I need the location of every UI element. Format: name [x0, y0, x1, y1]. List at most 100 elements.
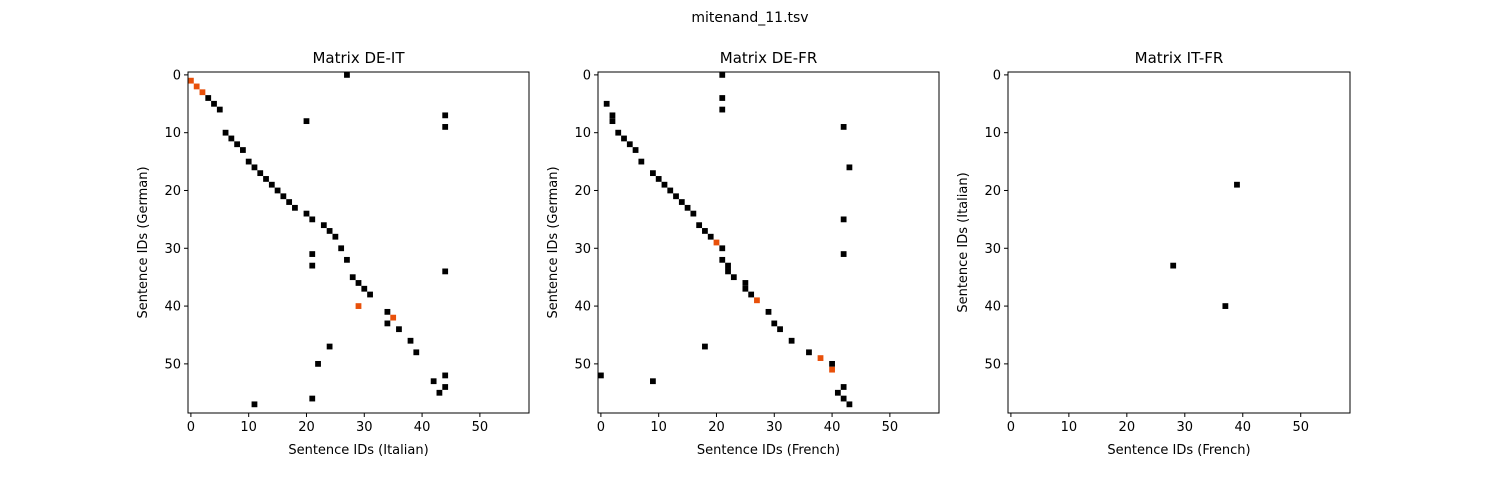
matrix-cell [655, 176, 662, 182]
x-tick-label: 50 [1292, 420, 1309, 435]
matrix-cell [436, 389, 443, 396]
matrix-cell [326, 228, 333, 234]
matrix-cell [286, 199, 293, 205]
matrix-cell [292, 204, 298, 211]
matrix-cell [338, 245, 345, 252]
matrix-cell [725, 268, 731, 275]
matrix-cell [765, 308, 772, 315]
x-tick-label: 40 [414, 420, 431, 435]
matrix-cell [384, 308, 391, 315]
y-tick-label: 50 [984, 357, 1001, 372]
matrix-cell [344, 72, 350, 78]
y-tick-label: 30 [574, 242, 591, 257]
x-tick-label: 10 [240, 420, 257, 435]
y-tick-label: 30 [984, 242, 1001, 257]
matrix-cell [742, 285, 749, 292]
matrix-cell [661, 181, 668, 188]
matrix-cell [840, 395, 847, 402]
matrix-cell [719, 256, 726, 263]
matrix-cell [690, 210, 697, 217]
matrix-cell [719, 95, 726, 101]
y-tick-label: 20 [574, 184, 591, 199]
figure-suptitle: mitenand_11.tsv [691, 10, 808, 26]
y-tick-label: 20 [164, 184, 181, 199]
x-axis-label: Sentence IDs (French) [1107, 443, 1250, 458]
matrix-cell [355, 280, 362, 286]
matrix-cell [650, 170, 656, 177]
matrix-cell [632, 147, 639, 153]
matrix-cell [788, 337, 795, 344]
matrix-cell [626, 141, 633, 148]
y-axis-label: Sentence IDs (Italian) [956, 172, 971, 312]
matrix-cell [598, 372, 604, 379]
matrix-cell [413, 349, 420, 356]
y-tick-label: 40 [574, 300, 591, 315]
matrix-cell [719, 245, 726, 252]
plot-frame [187, 71, 530, 414]
panel-title: Matrix IT-FR [1135, 49, 1224, 67]
matrix-cell [707, 233, 714, 240]
matrix-cell-highlight [199, 89, 206, 96]
matrix-cell [840, 384, 847, 390]
plot-area [598, 72, 939, 413]
x-tick-label: 20 [708, 420, 725, 435]
x-tick-label: 0 [597, 420, 605, 435]
matrix-cell [442, 112, 449, 119]
matrix-cell [384, 320, 391, 327]
matrix-cell [320, 222, 327, 229]
y-tick-label: 50 [164, 357, 181, 372]
matrix-cell [621, 135, 627, 142]
matrix-cell [684, 204, 691, 211]
matrix-cell [303, 118, 310, 125]
y-tick-label: 10 [574, 126, 591, 141]
matrix-cell [216, 106, 223, 113]
matrix-cell [730, 274, 737, 281]
matrix-cell [263, 176, 269, 182]
matrix-cell [1170, 262, 1177, 269]
matrix-cell [407, 337, 414, 344]
matrix-cell [349, 274, 356, 281]
matrix-cell [222, 129, 229, 136]
matrix-cell-highlight [390, 314, 397, 321]
matrix-cell [702, 343, 708, 350]
plot-frame [597, 71, 940, 414]
x-tick-label: 20 [1119, 420, 1136, 435]
x-tick-label: 30 [1177, 420, 1194, 435]
x-tick-label: 0 [1007, 420, 1015, 435]
x-tick-label: 30 [766, 420, 783, 435]
x-axis-label: Sentence IDs (Italian) [288, 443, 428, 458]
x-tick-label: 20 [298, 420, 315, 435]
matrix-cell [719, 72, 726, 78]
matrix-cell [667, 187, 674, 194]
x-tick-label: 30 [356, 420, 373, 435]
matrix-cell [430, 378, 437, 385]
matrix-cell [442, 384, 449, 390]
matrix-cell [742, 280, 749, 286]
plot-frame [1007, 71, 1351, 414]
matrix-cell [840, 124, 847, 130]
matrix-cell [251, 401, 258, 408]
matrix-cell [303, 210, 310, 217]
matrix-cell [251, 164, 258, 171]
matrix-cell [367, 291, 373, 298]
matrix-cell [240, 147, 246, 153]
matrix-cell [725, 262, 731, 269]
x-axis-label: Sentence IDs (French) [697, 443, 840, 458]
matrix-panel-2: 0 10 20 30 40 50 0 10 20 30 40 50 Matrix DE-FR Senten… [546, 49, 940, 458]
matrix-cell [442, 124, 449, 130]
matrix-cell [344, 256, 350, 263]
matrix-cell [315, 360, 321, 367]
matrix-cell-highlight [713, 239, 720, 246]
matrix-cell [309, 262, 316, 269]
matrix-cell [274, 187, 281, 194]
matrix-cell [748, 291, 755, 298]
x-tick-label: 40 [1234, 420, 1251, 435]
matrix-cell [309, 395, 316, 402]
matrix-cell [829, 360, 835, 367]
matrix-cell [840, 216, 847, 223]
y-tick-label: 0 [583, 68, 591, 83]
matrix-cell [846, 164, 853, 171]
y-axis-label: Sentence IDs (German) [546, 166, 561, 318]
